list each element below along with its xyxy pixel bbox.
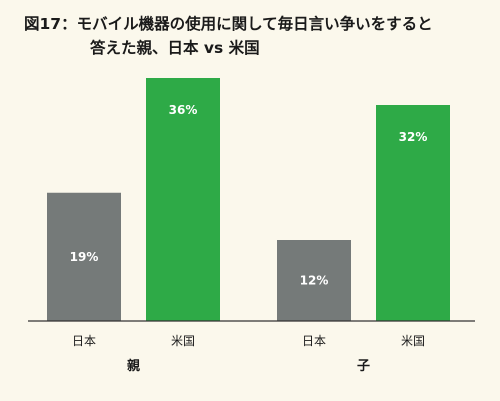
group-label: 親 — [127, 358, 140, 374]
bars-layer: 19% 36% 12% 32% — [47, 78, 450, 321]
bar-child-japan — [277, 240, 351, 321]
x-tick-label: 米国 — [171, 334, 195, 348]
chart-title-line2: 答えた親、日本 vs 米国 — [90, 39, 260, 57]
x-tick-label: 日本 — [72, 334, 96, 348]
chart-title: 図17：モバイル機器の使用に関して毎日言い争いをすると 答えた親、日本 vs 米… — [24, 12, 484, 60]
bar-parent-japan — [47, 192, 121, 321]
x-tick-label: 米国 — [401, 334, 425, 348]
chart-title-line1: 図17：モバイル機器の使用に関して毎日言い争いをすると — [24, 15, 433, 33]
bar-value-label: 32% — [399, 130, 428, 144]
bar-value-label: 19% — [70, 250, 99, 264]
bar-value-label: 12% — [300, 274, 329, 288]
labels-layer: 日本 米国親 日本 米国子 — [72, 334, 425, 374]
bar-child-us — [376, 105, 450, 321]
bar-parent-us — [146, 78, 220, 321]
x-tick-label: 日本 — [302, 334, 326, 348]
bar-value-label: 36% — [169, 103, 198, 117]
group-label: 子 — [357, 359, 370, 374]
